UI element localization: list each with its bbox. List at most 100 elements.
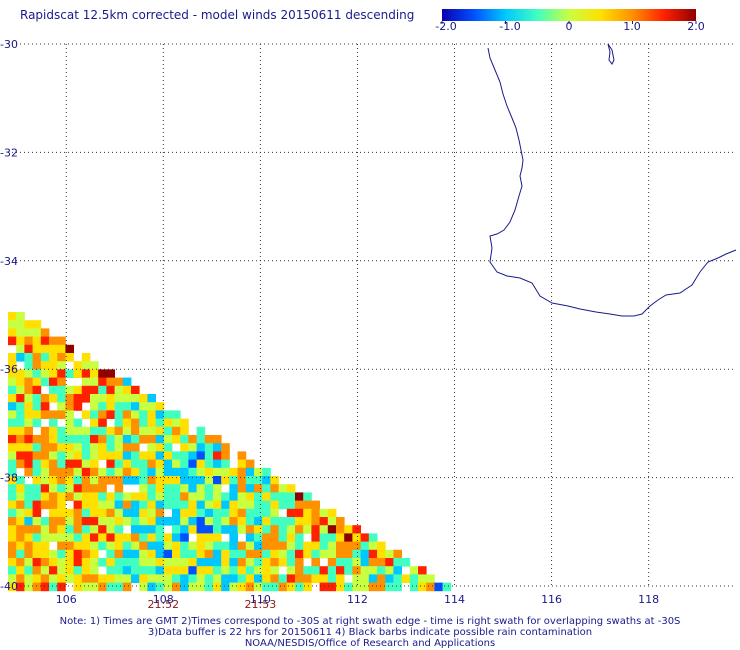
swath-cell — [40, 517, 50, 526]
swath-cell — [401, 574, 411, 583]
swath-cell — [311, 574, 320, 583]
swath-cell — [122, 492, 132, 501]
swath-cell — [155, 476, 165, 485]
swath-cell — [147, 418, 156, 428]
lon-tick-label: 114 — [444, 593, 465, 606]
swath-cell — [360, 558, 370, 567]
swath-cell — [114, 508, 124, 518]
swath-cell — [303, 574, 312, 583]
swath-cell — [122, 582, 132, 592]
swath-cell — [131, 467, 140, 477]
note-line-3: NOAA/NESDIS/Office of Research and Appli… — [244, 638, 496, 649]
swath-cell — [155, 443, 165, 452]
swath-cell — [147, 410, 156, 419]
swath-cell — [24, 508, 33, 518]
swath-cell — [319, 508, 329, 518]
swath-cell — [65, 533, 74, 542]
swath-cell — [114, 467, 124, 477]
swath-cell — [65, 476, 74, 485]
swath-cell — [73, 361, 83, 370]
swath-cell — [24, 410, 33, 419]
swath-cell — [172, 492, 181, 501]
swath-cell — [32, 582, 42, 592]
swath-cell — [90, 558, 99, 567]
swath-cell — [98, 435, 107, 444]
swath-cell — [245, 558, 255, 567]
swath-cell — [8, 533, 17, 542]
swath-cell — [245, 459, 255, 469]
swath-cell — [155, 426, 165, 436]
swath-cell — [155, 451, 165, 460]
swath-cell — [163, 484, 173, 493]
swath-cell — [90, 361, 99, 370]
swath-cell — [278, 517, 288, 526]
swath-cell — [278, 525, 288, 534]
swath-cell — [180, 517, 189, 526]
swath-cell — [114, 517, 124, 526]
swath-cell — [90, 508, 99, 518]
swath-cell — [221, 467, 230, 477]
swath-cell — [147, 558, 156, 567]
swath-cell — [131, 508, 140, 518]
swath-cell — [40, 500, 50, 510]
swath-cell — [57, 435, 66, 444]
swath-cell — [40, 410, 50, 419]
swath-cell — [319, 549, 329, 559]
swath-cell — [49, 517, 58, 526]
swath-cell — [24, 369, 33, 378]
swath-cell — [204, 566, 214, 575]
swath-cell — [319, 574, 329, 583]
swath-cell — [155, 508, 165, 518]
swath-cell — [229, 582, 238, 592]
note-line-1: Note: 1) Times are GMT 2)Times correspon… — [59, 616, 681, 627]
swath-cell — [344, 525, 353, 534]
swath-cell — [8, 443, 17, 452]
swath-cell — [24, 525, 33, 534]
swath-cell — [155, 574, 165, 583]
swath-cell — [237, 558, 247, 567]
swath-cell — [352, 549, 361, 559]
swath-cell — [426, 582, 435, 592]
swath-cell — [57, 353, 66, 362]
swath-cell — [40, 558, 50, 567]
swath-cell — [254, 500, 263, 510]
swath-cell — [122, 402, 132, 411]
swath-cell — [196, 566, 206, 575]
swath-cell — [147, 582, 156, 592]
swath-cell — [172, 582, 181, 592]
swath-cell — [393, 582, 402, 592]
swath-cell — [155, 549, 165, 559]
swath-cell — [180, 533, 189, 542]
swath-cell — [180, 492, 189, 501]
swath-cell — [180, 426, 189, 436]
swath-cell — [155, 435, 165, 444]
swath-cell — [262, 517, 271, 526]
swath-cell — [147, 476, 156, 485]
swath-cell — [90, 574, 99, 583]
swath-cell — [163, 541, 173, 551]
swath-cell — [368, 582, 378, 592]
swath-cell — [393, 558, 402, 567]
swath-cell — [336, 582, 345, 592]
lat-tick-label: -38 — [0, 472, 18, 485]
swath-cell — [319, 525, 329, 534]
swath-cell — [49, 451, 58, 460]
swath-cell — [172, 467, 181, 477]
swath-cell — [40, 533, 50, 542]
swath-cell — [81, 582, 91, 592]
swath-cell — [254, 541, 263, 551]
swath-cell — [32, 377, 42, 387]
swath-cell — [204, 500, 214, 510]
swath-cell — [155, 410, 165, 419]
swath-cell — [303, 549, 312, 559]
swath-cell — [40, 459, 50, 469]
swath-cell — [114, 541, 124, 551]
swath-cell — [163, 517, 173, 526]
swath-cell — [262, 476, 271, 485]
swath-cell — [254, 517, 263, 526]
swath-cell — [360, 574, 370, 583]
swath-cell — [8, 476, 17, 485]
swath-cell — [245, 525, 255, 534]
swath-cell — [16, 344, 25, 354]
swath-cell — [98, 508, 107, 518]
